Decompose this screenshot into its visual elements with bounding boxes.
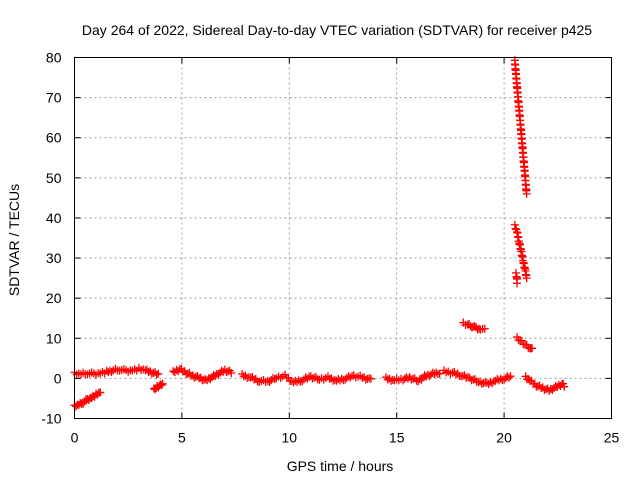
data-point	[310, 373, 319, 382]
data-marks	[70, 56, 569, 411]
data-point	[83, 370, 92, 379]
data-point	[504, 373, 513, 382]
x-tick-label: 20	[496, 430, 512, 446]
series-SDTVAR-main-21.2-22.8h	[521, 372, 569, 396]
series-SDTVAR-spike-20.5h	[510, 56, 531, 198]
data-point	[451, 370, 460, 379]
data-point	[96, 388, 105, 397]
data-point	[263, 376, 272, 385]
data-point	[206, 375, 215, 384]
data-point	[477, 379, 486, 388]
data-point	[474, 378, 483, 387]
data-point	[484, 379, 493, 388]
data-point	[435, 369, 444, 378]
data-point	[560, 382, 569, 391]
y-tick-label: 0	[54, 370, 62, 386]
data-point	[448, 368, 457, 377]
y-tick-label: 70	[46, 90, 62, 106]
y-tick-label: 40	[46, 210, 62, 226]
data-point	[74, 369, 83, 378]
series-SDTVAR-main-4.5-7.5h	[169, 364, 236, 385]
y-tick-label: 80	[46, 50, 62, 66]
x-tick-label: 5	[178, 430, 186, 446]
data-point	[278, 372, 287, 381]
y-tick-label: 10	[46, 330, 62, 346]
x-tick-label: 10	[282, 430, 298, 446]
data-point	[341, 375, 350, 384]
data-point	[548, 386, 557, 395]
series-SDTVAR-early-drift	[70, 388, 105, 411]
plot-frame	[74, 57, 612, 419]
y-tick-label: 50	[46, 170, 62, 186]
series-SDTVAR-spike2-20.6h	[510, 220, 531, 283]
x-axis-label: GPS time / hours	[287, 458, 394, 474]
x-tick-label: 25	[604, 430, 620, 446]
data-point	[480, 324, 489, 333]
data-point	[299, 375, 308, 384]
data-point	[79, 368, 88, 377]
y-tick-label: 20	[46, 290, 62, 306]
data-point	[486, 378, 495, 387]
data-point	[528, 344, 537, 353]
y-tick-label: -10	[41, 411, 61, 427]
data-point	[511, 224, 520, 233]
data-point	[298, 377, 307, 386]
chart-title: Day 264 of 2022, Sidereal Day-to-day VTE…	[82, 22, 592, 38]
data-point	[366, 374, 375, 383]
data-point	[227, 368, 236, 377]
series-SDTVAR-dip-4h	[149, 379, 167, 394]
x-tick-label: 0	[71, 430, 79, 446]
series-SDTVAR-main-14.5-17h	[381, 368, 444, 386]
data-point	[152, 370, 161, 379]
series-SDTVAR-main-0-4h	[70, 363, 163, 379]
data-point	[506, 372, 515, 381]
data-point	[239, 372, 248, 381]
data-point	[512, 279, 521, 288]
data-point	[432, 368, 441, 377]
data-point	[294, 376, 303, 385]
series-SDTVAR-main-7.8-14h	[238, 369, 375, 387]
series-SDTVAR-hump-18h	[459, 318, 489, 334]
data-point	[265, 377, 274, 386]
data-point	[214, 370, 223, 379]
data-point	[522, 189, 531, 198]
data-point	[301, 373, 310, 382]
y-tick-label: 60	[46, 130, 62, 146]
x-tick-label: 15	[389, 430, 405, 446]
data-point	[510, 220, 519, 229]
data-point	[259, 375, 268, 384]
data-point	[154, 369, 163, 378]
data-point	[522, 274, 531, 283]
series-SDTVAR-main-17-20.3h	[439, 366, 515, 388]
series-SDTVAR-blip-20.6h	[511, 268, 521, 288]
data-point	[356, 371, 365, 380]
data-point	[308, 374, 317, 383]
data-point	[157, 381, 166, 390]
axis-ticks: 0 5 10 15 20 25 -10 0 10 20 30 40 50 60 70 80	[41, 50, 619, 446]
y-axis-label: SDTVAR / TECUs	[6, 184, 22, 296]
data-point	[267, 375, 276, 384]
data-point	[496, 374, 505, 383]
y-tick-label: 30	[46, 250, 62, 266]
data-point	[158, 379, 167, 388]
data-point	[337, 374, 346, 383]
series-SDTVAR-tail-20.6-21.3h	[512, 333, 537, 353]
grid-lines	[74, 57, 612, 419]
